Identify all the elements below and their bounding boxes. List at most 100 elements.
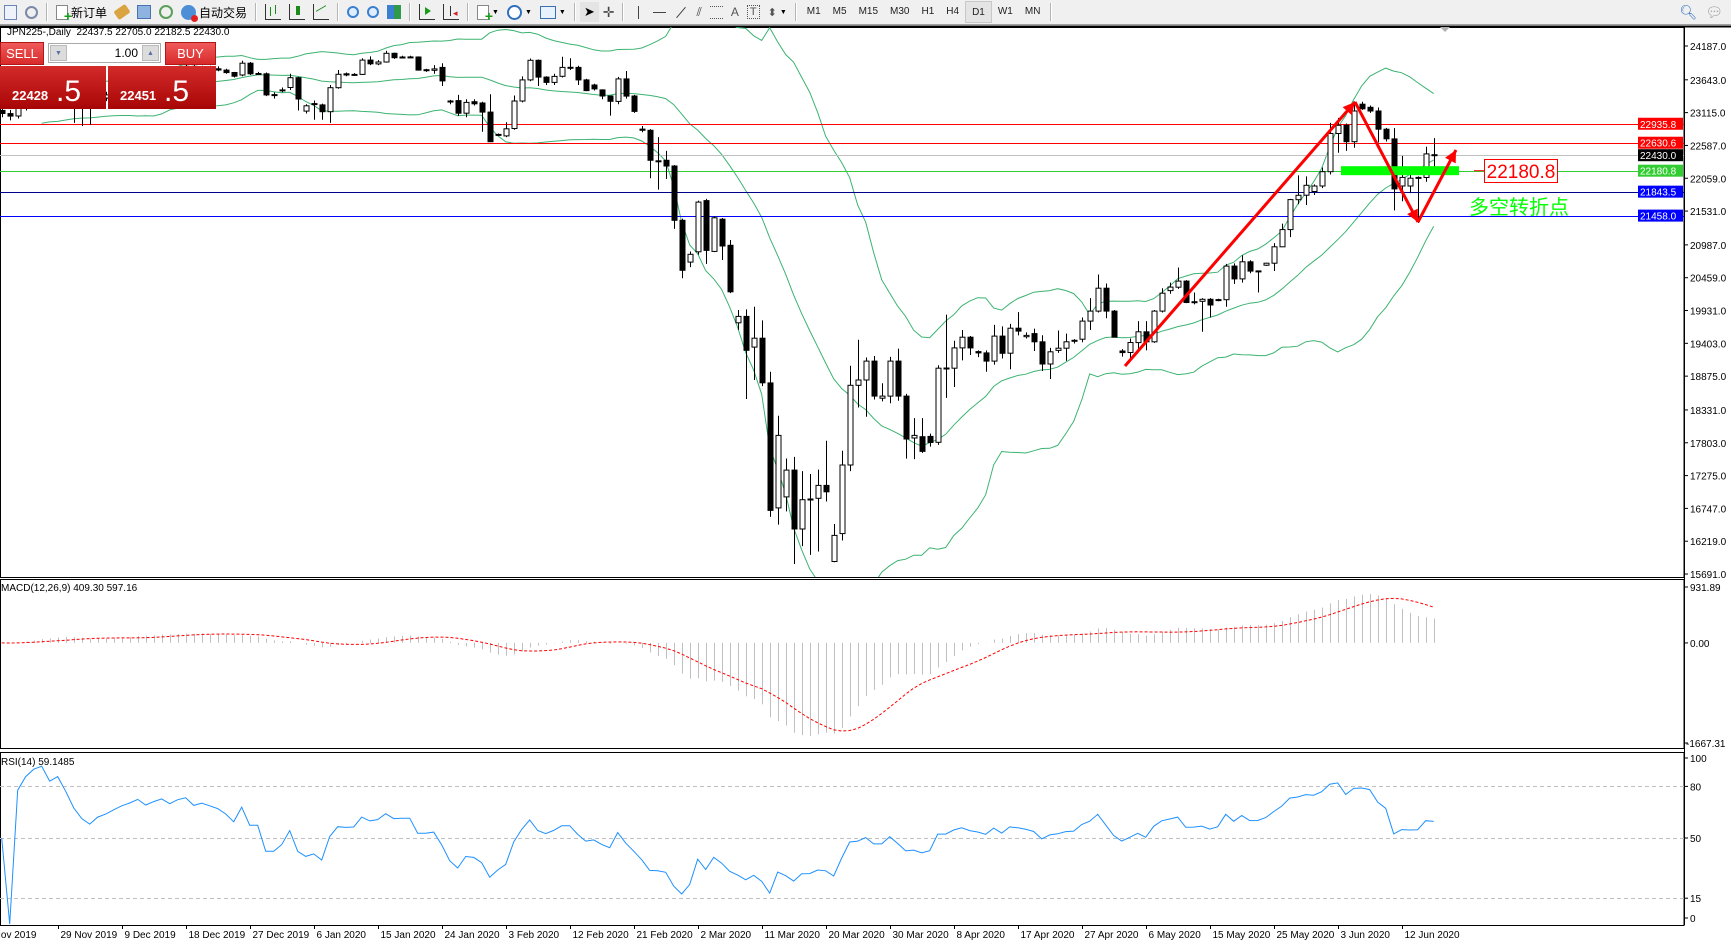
candle-body-bearish [263, 73, 270, 96]
candle [1383, 127, 1390, 142]
cursor-tool-button[interactable]: ➤ [579, 2, 599, 22]
candle-body-bullish [1167, 286, 1174, 292]
price-tick-label: 18331.0 [1690, 406, 1727, 417]
macd-label: MACD(12,26,9) 409.30 597.16 [1, 583, 138, 594]
sell-button[interactable]: SELL [0, 42, 44, 65]
candle-body-bearish [1391, 138, 1398, 190]
timeframe-w1[interactable]: W1 [997, 5, 1013, 17]
candle-body-bullish [559, 66, 566, 77]
auto-scroll-button[interactable] [415, 2, 439, 22]
signals-button[interactable] [155, 2, 177, 22]
zoom-out-button[interactable] [363, 2, 383, 22]
candle [1039, 335, 1046, 372]
candle-body-bullish [551, 75, 558, 83]
new-chart-icon [4, 4, 17, 20]
arrow-head [1407, 208, 1418, 222]
timeframe-m30[interactable]: M30 [890, 5, 910, 17]
candle-body-bullish [887, 360, 894, 397]
timeframe-d1[interactable]: D1 [965, 1, 992, 23]
buy-button[interactable]: BUY [165, 42, 216, 65]
search-icon: 🔍︎ [1679, 3, 1698, 20]
candle-body-bullish [1351, 110, 1358, 143]
chart-background [0, 25, 1731, 944]
candle [639, 125, 646, 133]
candle [1287, 198, 1294, 238]
text-label-button[interactable]: T [743, 2, 764, 22]
chat-button[interactable]: 💬︎ [1701, 2, 1727, 22]
tile-windows-button[interactable] [383, 2, 405, 22]
timeframe-m15[interactable]: M15 [858, 5, 879, 17]
arrows-button[interactable]: ⬍ ▼ [764, 2, 791, 22]
candlestick-chart-button[interactable] [285, 2, 309, 22]
vertical-line-button[interactable] [628, 2, 649, 22]
search-button[interactable]: 🔍︎ [1675, 2, 1701, 22]
candle-body-bearish [1039, 341, 1046, 365]
candle-body-bearish [1247, 261, 1254, 272]
lot-size-field[interactable]: ▼ 1.00 ▲ [48, 43, 161, 63]
candle [919, 418, 926, 453]
data-window-button[interactable] [133, 2, 155, 22]
auto-trading-button[interactable]: 自动交易 [177, 2, 251, 22]
candle-body-bearish [975, 351, 982, 354]
candle-body-bullish [399, 56, 406, 59]
chart-shift-button[interactable]: ◂ [439, 2, 463, 22]
candle-body-bearish [1383, 128, 1390, 140]
candle [1351, 101, 1358, 148]
text-button[interactable]: A [727, 2, 743, 22]
candle-body-bearish [663, 159, 670, 167]
candle-body-bullish [751, 337, 758, 348]
timeframe-h1[interactable]: H1 [921, 5, 935, 17]
indicators-button[interactable]: + ▼ [473, 2, 503, 23]
candle [1239, 255, 1246, 283]
crosshair-tool-button[interactable]: ✛ [599, 2, 619, 22]
timeframe-mn[interactable]: MN [1024, 5, 1041, 17]
chevron-down-icon: ▼ [779, 8, 787, 16]
buy-price-button[interactable]: 22451 .5 [108, 66, 216, 109]
bar-chart-button[interactable] [261, 2, 285, 22]
timeframe-m1[interactable]: M1 [806, 5, 821, 17]
candle [375, 60, 382, 66]
candle [359, 58, 366, 76]
new-chart-button[interactable] [0, 2, 21, 22]
lot-decrease-button[interactable]: ▼ [50, 45, 67, 61]
lot-increase-button[interactable]: ▲ [142, 45, 159, 61]
new-order-button[interactable]: + 新订单 [52, 2, 111, 23]
candle [775, 415, 782, 525]
time-tick-label: 24 Jan 2020 [445, 930, 500, 941]
fibonacci-button[interactable] [706, 2, 727, 22]
candle-body-bearish [1031, 333, 1038, 343]
time-tick-label: 15 May 2020 [1213, 930, 1271, 941]
equidistant-channel-button[interactable]: ⫽ [692, 2, 705, 22]
candle [719, 217, 726, 261]
buy-price-fraction: .5 [164, 75, 190, 108]
zoom-chart-button[interactable] [21, 2, 42, 22]
candle [471, 99, 478, 106]
candle-body-bullish [335, 73, 342, 89]
candle [303, 104, 310, 114]
line-chart-button[interactable] [309, 2, 333, 22]
candle [423, 68, 430, 72]
timeframe-h4[interactable]: H4 [946, 5, 960, 17]
level-price-label-bg [1638, 136, 1683, 149]
candle-body-bullish [711, 217, 718, 252]
candle [855, 339, 862, 408]
time-tick-label: 25 May 2020 [1277, 930, 1335, 941]
level-price-label-bg [1638, 117, 1683, 130]
candle [511, 95, 518, 130]
horizontal-line-button[interactable] [649, 2, 670, 22]
sell-price-button[interactable]: 22428 .5 [0, 66, 106, 109]
candle [575, 65, 582, 85]
candle-body-bullish [1279, 229, 1286, 248]
candle-body-bearish [215, 68, 222, 71]
candle-body-bullish [1079, 320, 1086, 340]
timeframe-m5[interactable]: M5 [832, 5, 847, 17]
periods-button[interactable]: ▼ [503, 2, 536, 22]
candle [767, 371, 774, 517]
candle [1063, 333, 1070, 361]
candle-body-bullish [1023, 334, 1030, 338]
template-icon [539, 5, 556, 19]
templates-button[interactable]: ▼ [536, 2, 570, 22]
candle-body-bullish [1311, 185, 1318, 192]
zoom-in-button[interactable] [343, 2, 363, 22]
